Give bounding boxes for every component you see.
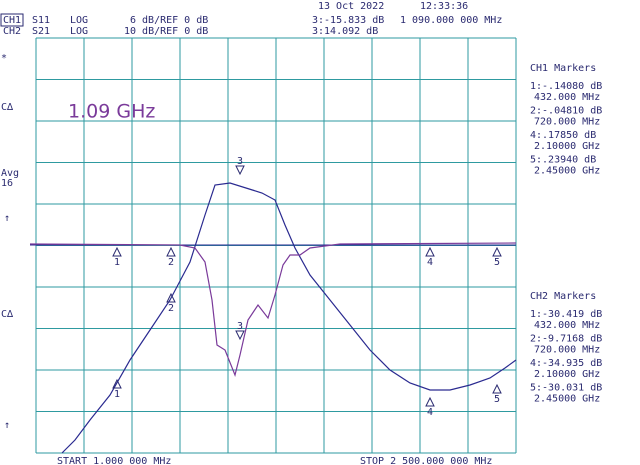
- date: 13 Oct 2022: [318, 1, 384, 12]
- side-label: ↑: [4, 213, 10, 224]
- marker-number: 1: [114, 257, 120, 268]
- marker-symbol: [235, 165, 245, 176]
- readout: 3:14.092 dB: [312, 26, 378, 37]
- channel: CH1: [3, 15, 21, 26]
- trace-markers: 1 2 3 4 5 1 2 3 4 5: [112, 156, 502, 418]
- marker-symbol: [166, 246, 176, 257]
- marker-number: 3: [237, 156, 243, 167]
- marker-frequency: 720.000 MHz: [534, 345, 600, 356]
- time: 12:33:36: [420, 1, 468, 12]
- side-label: C∆: [1, 102, 14, 113]
- marker-value: 5:-30.031 dB: [530, 383, 602, 394]
- parameter: S11: [32, 15, 50, 26]
- marker-symbol: [492, 246, 502, 257]
- marker-symbol: [425, 246, 435, 257]
- active-channel-box: [0, 13, 24, 27]
- marker-frequency: 2.45000 GHz: [534, 166, 600, 177]
- marker-number: 5: [494, 257, 500, 268]
- side-label: C∆: [1, 309, 14, 320]
- format: LOG: [70, 26, 88, 37]
- start-frequency: START 1.000 000 MHz: [57, 456, 171, 465]
- side-label: ↑: [4, 420, 10, 431]
- annotation: 1.09 GHz: [68, 101, 155, 123]
- ch2-trace: [61, 182, 517, 454]
- ch1-trace: [29, 242, 517, 377]
- side-label: 16: [1, 178, 13, 189]
- marker-symbol: [235, 330, 245, 341]
- scale: 10 dB/REF 0 dB: [124, 26, 208, 37]
- marker-frequency: 2.10000 GHz: [534, 369, 600, 380]
- marker-symbol: [492, 383, 502, 394]
- parameter: S21: [32, 26, 50, 37]
- marker-number: 4: [427, 257, 433, 268]
- marker-number: 5: [494, 394, 500, 405]
- marker-number: 1: [114, 389, 120, 400]
- marker-table-title: CH2 Markers: [530, 291, 596, 302]
- marker-value: 1:-.14080 dB: [530, 81, 602, 92]
- marker-number: 4: [427, 407, 433, 418]
- marker-symbol: [112, 378, 122, 389]
- grid: [35, 37, 517, 454]
- marker-frequency: 720.000 MHz: [534, 117, 600, 128]
- channel: CH2: [3, 26, 21, 37]
- marker-number: 2: [168, 257, 174, 268]
- marker-number: 3: [237, 321, 243, 332]
- stop-frequency: STOP 2 500.000 000 MHz: [360, 456, 492, 465]
- marker-frequency: 2.10000 GHz: [534, 141, 600, 152]
- marker-symbol: [112, 246, 122, 257]
- marker-symbol: [425, 396, 435, 407]
- marker-value: 4:.17850 dB: [530, 130, 596, 141]
- marker-frequency: 432.000 MHz: [534, 320, 600, 331]
- marker-value: 4:-34.935 dB: [530, 358, 602, 369]
- marker-value: 5:.23940 dB: [530, 155, 596, 166]
- format: LOG: [70, 15, 88, 26]
- marker-frequency: 2.45000 GHz: [534, 394, 600, 405]
- side-label: *: [1, 53, 7, 64]
- marker-value: 2:-9.7168 dB: [530, 334, 602, 345]
- marker-symbol: [166, 292, 176, 303]
- marker-table-title: CH1 Markers: [530, 63, 596, 74]
- marker-value: 1:-30.419 dB: [530, 309, 602, 320]
- marker-frequency: 432.000 MHz: [534, 92, 600, 103]
- frequency: 1 090.000 000 MHz: [400, 15, 502, 26]
- readout: 3:-15.833 dB: [312, 15, 384, 26]
- marker-number: 2: [168, 303, 174, 314]
- side-label: Avg: [1, 168, 19, 179]
- scale: 6 dB/REF 0 dB: [130, 15, 208, 26]
- marker-value: 2:-.04810 dB: [530, 106, 602, 117]
